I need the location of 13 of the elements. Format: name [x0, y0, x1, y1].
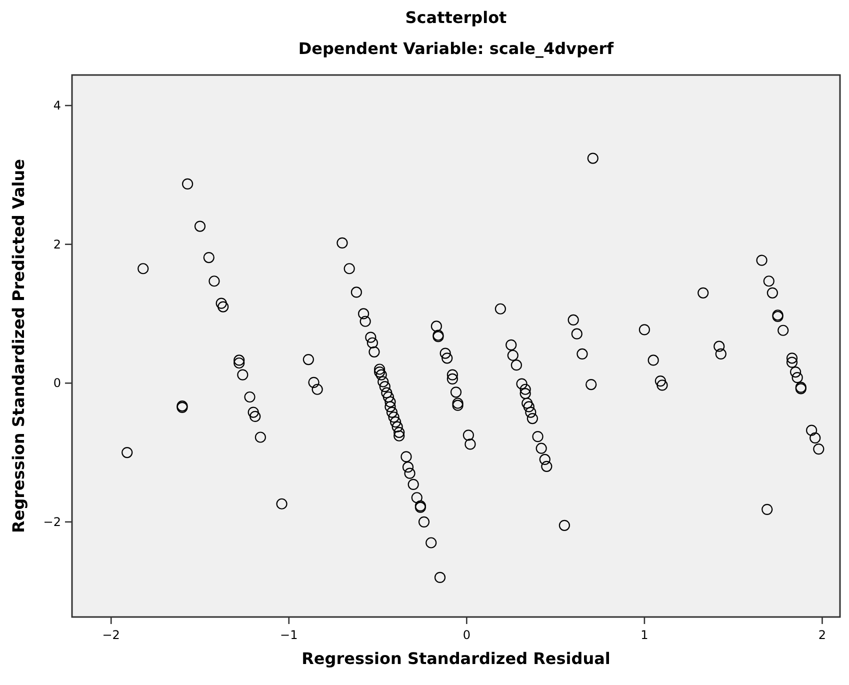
y-tick-label: 0: [53, 376, 61, 390]
y-axis-title: Regression Standardized Predicted Value: [9, 158, 28, 533]
x-tick-label: −2: [102, 628, 120, 642]
y-tick-label: 2: [53, 237, 61, 252]
x-tick-label: 0: [462, 628, 470, 642]
x-tick-label: 2: [818, 628, 826, 642]
chart-title: Scatterplot: [405, 8, 508, 27]
x-tick-label: −1: [280, 628, 298, 642]
x-axis-title: Regression Standardized Residual: [302, 649, 610, 668]
chart-subtitle: Dependent Variable: scale_4dvperf: [298, 39, 615, 58]
y-tick-label: −2: [43, 514, 61, 529]
x-tick-label: 1: [640, 628, 648, 642]
y-tick-label: 4: [53, 98, 61, 113]
